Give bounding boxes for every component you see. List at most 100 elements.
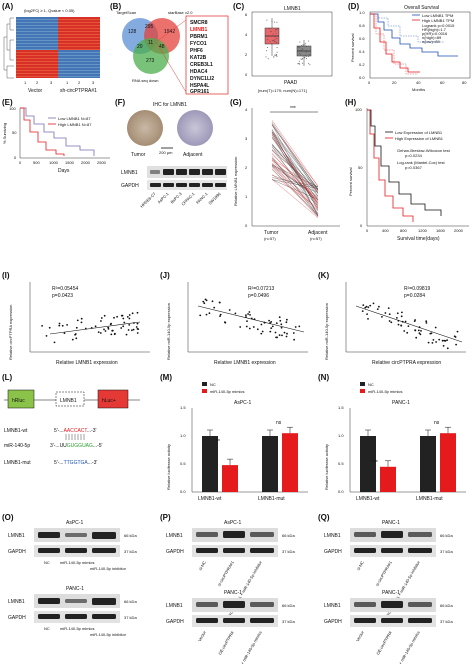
paired-line (271, 156, 319, 217)
seq-row-mut: LMNB1-mut 5'-...TTGGTGA...-3' (4, 460, 97, 466)
I-r2: R²=0.05454 (52, 286, 78, 292)
scatter-point (271, 325, 274, 328)
scatter-point (45, 335, 48, 337)
M-y-ticks: 0.0 0.5 1.0 1.5 (180, 405, 186, 494)
scatter-point (75, 326, 78, 329)
M-sig-wt: ** (216, 439, 220, 445)
svg-text:4: 4 (245, 32, 248, 37)
scatter-point (128, 317, 131, 320)
scatter-point (367, 306, 370, 309)
jitter-point (276, 53, 278, 55)
svg-text:PANC-1: PANC-1 (224, 590, 242, 596)
panel-label-K: (K) (318, 271, 330, 280)
jitter-point (275, 29, 277, 31)
scatter-point (285, 321, 288, 324)
scatter-point (268, 319, 270, 322)
scatter-point (71, 338, 74, 341)
scatter-point (420, 330, 422, 332)
svg-text:800: 800 (400, 228, 407, 233)
M-group-mut: LMNB1-mut (258, 496, 285, 502)
panel-label-B: (B) (110, 2, 122, 11)
paired-line (271, 134, 319, 201)
hrluc-box (7, 389, 35, 409)
bar (262, 436, 278, 492)
jitter-point (300, 50, 302, 52)
jitter-point (298, 52, 300, 54)
blot-panel-P: AsPC-1 LMNB1 GAPDH 66 kDa 37 kDa si-NC s… (166, 520, 295, 664)
paired-line (271, 123, 319, 194)
heatmap-panel-A: (log2FC| ≥ 1, Qvalue < 0.05) 1 2 3 1 2 3… (3, 8, 100, 94)
panel-label-Q: (Q) (318, 513, 330, 522)
svg-text:LMNB1: LMNB1 (324, 603, 341, 609)
scatter-point (100, 317, 103, 319)
scatter-point (58, 322, 61, 325)
legend-H: Low Expression of LMNB1 High Expression … (385, 130, 451, 170)
svg-text:GAPDH: GAPDH (166, 619, 184, 625)
G-ylabel: Relative LMNB1 expression (233, 157, 238, 206)
jitter-point (266, 19, 268, 21)
svg-text:50: 50 (12, 130, 17, 135)
scatter-point (75, 337, 78, 340)
heatmap-x-ticks: 1 2 3 1 2 3 (24, 80, 95, 85)
paired-line (271, 136, 319, 207)
panel-label-A: (A) (2, 2, 14, 11)
scatter-point (48, 326, 51, 329)
E-xlabel: Days (58, 168, 70, 174)
scatter-point (136, 311, 139, 314)
panel-label-D: (D) (348, 2, 360, 11)
ihc-panel-F: IHC for LMNB1 200 μm Tumor Adjacent LMNB… (121, 102, 227, 209)
svg-text:p(HR)=0.0016: p(HR)=0.0016 (422, 31, 448, 36)
scatter-point (219, 313, 222, 316)
ihc-image-tumor (127, 110, 163, 146)
svg-text:66 kDa: 66 kDa (282, 533, 295, 538)
I-p: p=0.0423 (52, 293, 73, 299)
jitter-point (276, 55, 278, 57)
svg-text:CFPAC-1: CFPAC-1 (180, 191, 196, 207)
svg-text:miR-140-5p mimics: miR-140-5p mimics (60, 560, 94, 565)
scatter-point (104, 330, 107, 332)
svg-text:1: 1 (24, 80, 27, 85)
jitter-point (277, 28, 279, 30)
svg-text:20: 20 (392, 80, 397, 85)
paired-line (271, 137, 319, 194)
bar (440, 433, 456, 492)
svg-text:80: 80 (462, 80, 467, 85)
scatter-point (202, 300, 205, 303)
scatter-point (372, 302, 375, 305)
svg-text:KAT2B: KAT2B (190, 55, 207, 61)
jitter-point (274, 54, 276, 56)
scatter-point (269, 322, 271, 324)
scatter-point (400, 324, 403, 327)
scatter-point (365, 305, 368, 308)
paired-line (271, 153, 319, 202)
scatter-point (275, 322, 278, 325)
bar (282, 433, 298, 492)
survival-panel-H: Low Expression of LMNB1 High Expression … (348, 107, 469, 242)
I-ylabel: Relative circPTPRA expression (8, 305, 13, 360)
scatter-point (234, 312, 237, 315)
jitter-point (300, 54, 302, 56)
M-title: AsPC-1 (234, 400, 251, 406)
scatter-point (414, 329, 416, 331)
jitter-point (301, 49, 303, 51)
paired-panel-G: *** 0 1 2 3 4 Tumor Adjacent (n=57) (n=5… (233, 106, 340, 241)
bar (380, 466, 396, 492)
panel-label-M: (M) (160, 373, 172, 382)
jitter-point (298, 63, 300, 65)
jitter-point (274, 30, 276, 32)
svg-text:LMNB1: LMNB1 (166, 533, 183, 539)
jitter-point (275, 32, 277, 34)
svg-text:100: 100 (355, 107, 362, 112)
svg-text:50: 50 (358, 165, 363, 170)
H-y-ticks: 0 50 100 (355, 107, 363, 228)
svg-text:3: 3 (92, 80, 95, 85)
scatter-point (366, 313, 368, 315)
venn-count: 48 (159, 44, 165, 50)
scatter-point (76, 319, 79, 322)
J-xlabel: Relative LMNB1 expression (214, 360, 276, 366)
scatter-point (454, 336, 457, 338)
scatter-point (419, 333, 422, 336)
J-ylabel: Relative miR-140-5p expression (166, 303, 171, 360)
scatter-point (281, 334, 283, 337)
svg-text:5'-...AACCACT...-3': 5'-...AACCACT...-3' (54, 428, 97, 434)
